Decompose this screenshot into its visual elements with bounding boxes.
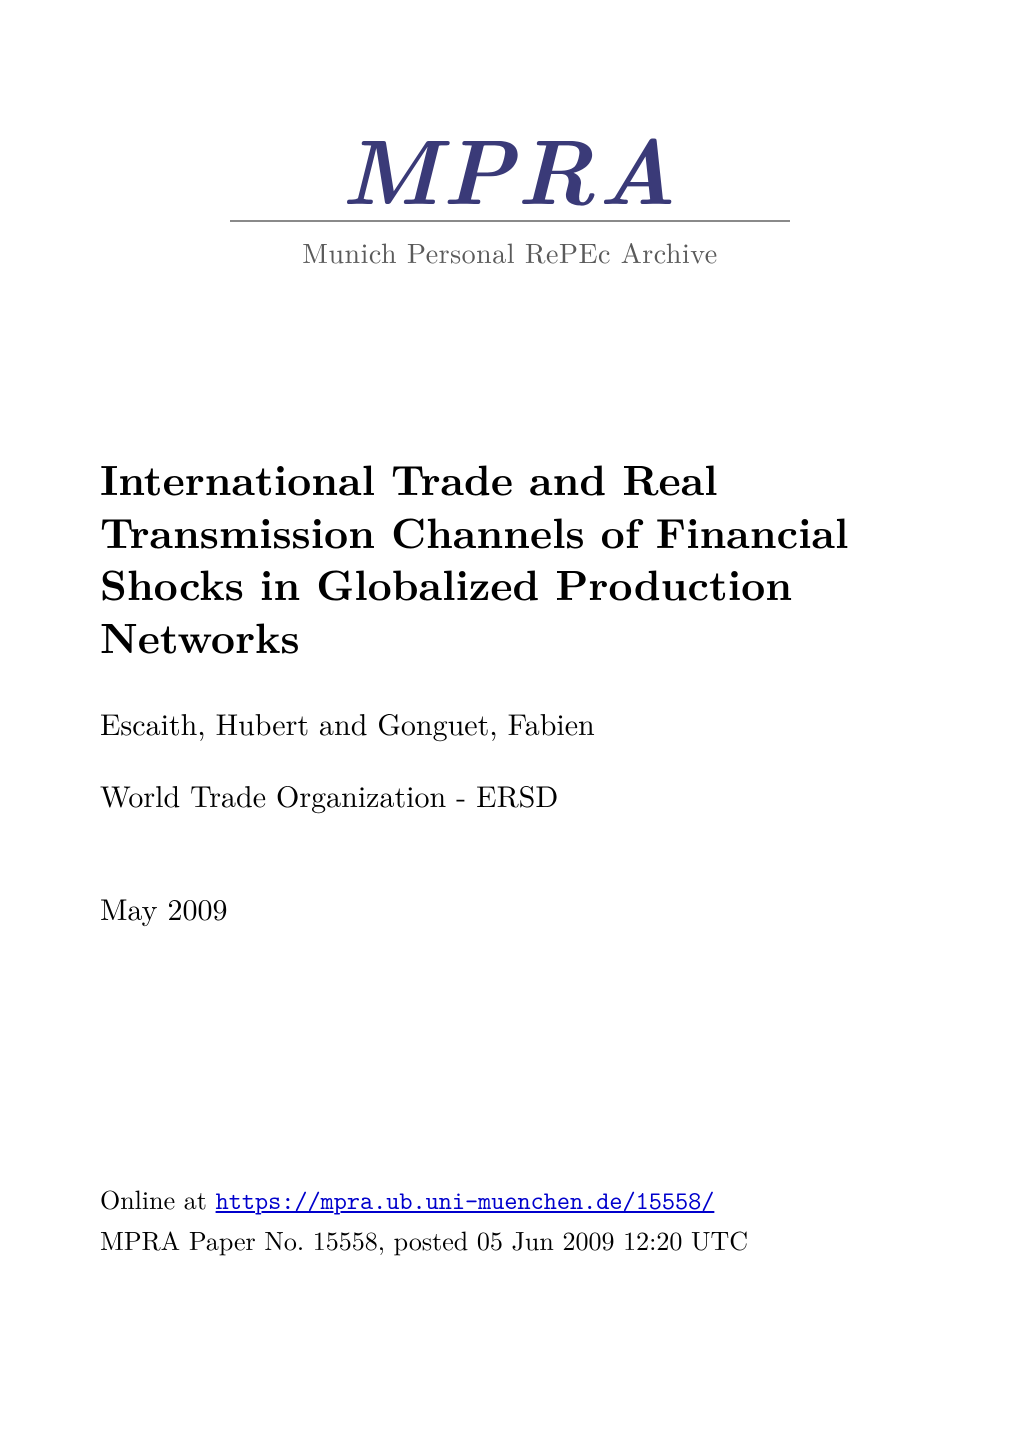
page-root: MPRA Munich Personal RePEc Archive Inter… — [0, 0, 1020, 1442]
paper-affiliation: World Trade Organization - ERSD — [100, 774, 920, 816]
paper-authors: Escaith, Hubert and Gonguet, Fabien — [100, 702, 920, 744]
footer-online-line: Online at https://mpra.ub.uni-muenchen.d… — [100, 1179, 920, 1220]
logo-word: MPRA — [100, 120, 920, 220]
footer-online-label: Online at — [100, 1180, 216, 1217]
paper-title: International Trade and Real Transmissio… — [100, 452, 920, 662]
footer-url-link[interactable]: https://mpra.ub.uni-muenchen.de/15558/ — [216, 1184, 715, 1217]
footer-block: Online at https://mpra.ub.uni-muenchen.d… — [100, 1179, 920, 1259]
logo-block: MPRA Munich Personal RePEc Archive — [100, 120, 920, 272]
footer-paper-line: MPRA Paper No. 15558, posted 05 Jun 2009… — [100, 1220, 920, 1259]
paper-date: May 2009 — [100, 886, 920, 929]
logo-subtitle: Munich Personal RePEc Archive — [100, 232, 920, 272]
